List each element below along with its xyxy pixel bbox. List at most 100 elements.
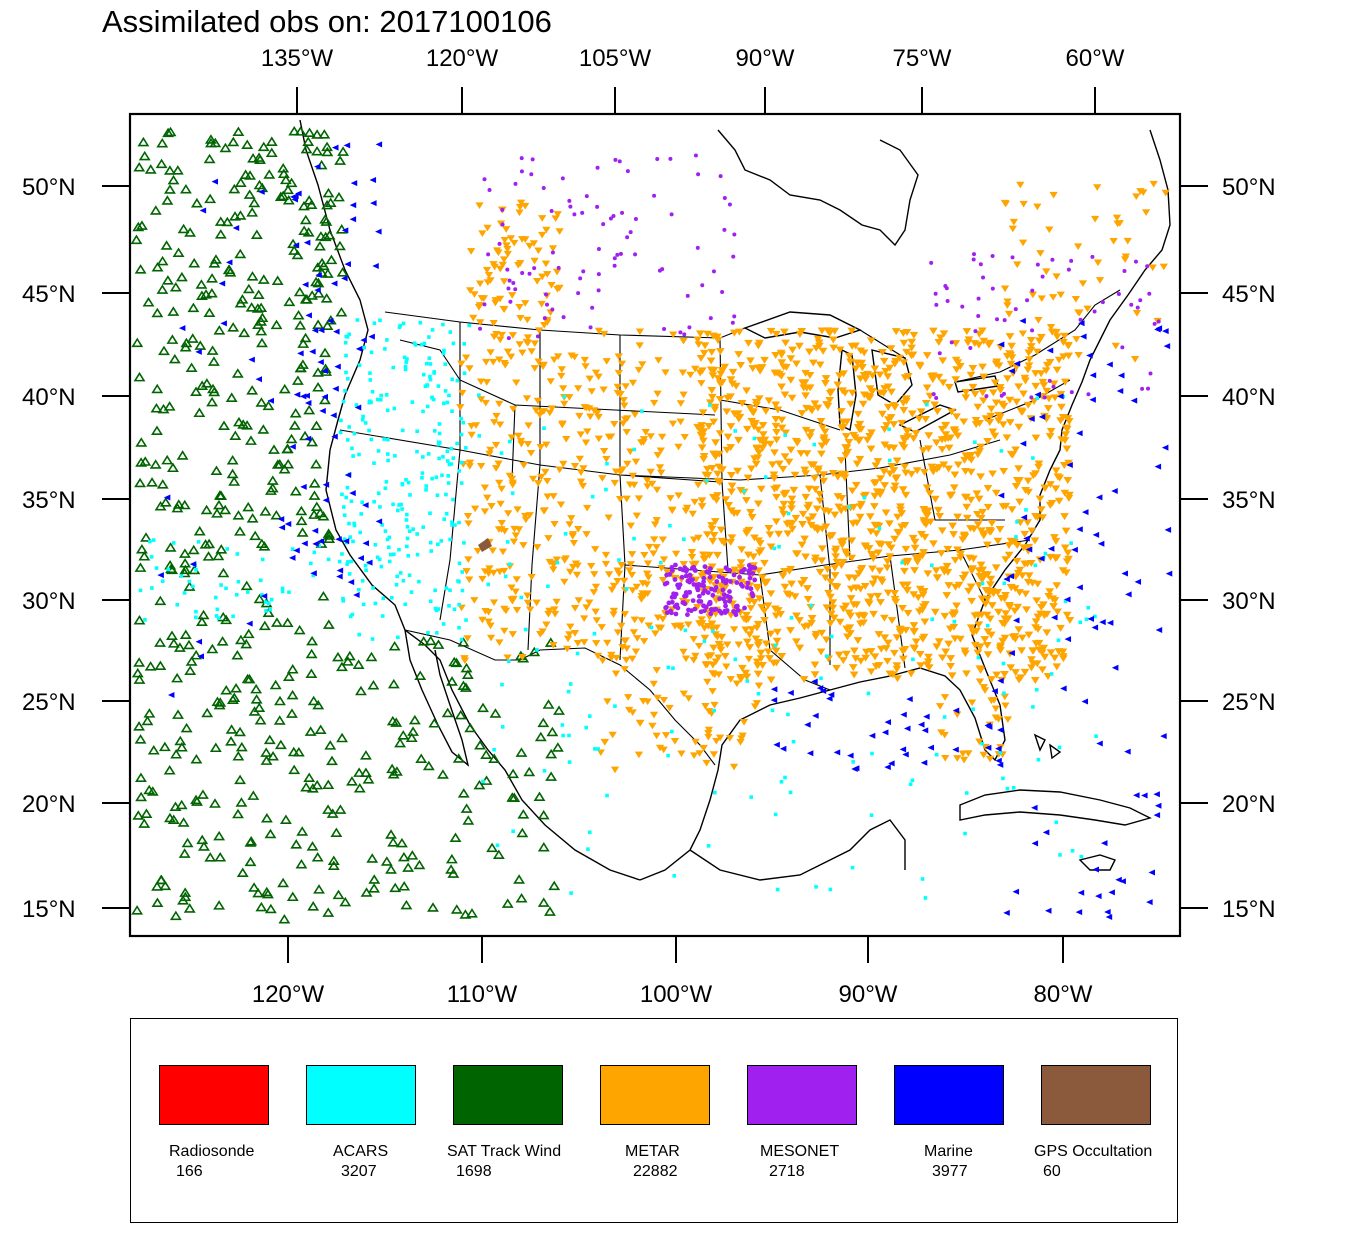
metar-marker: [770, 369, 780, 377]
acars-marker: [385, 338, 389, 342]
acars-marker: [742, 489, 746, 493]
mesonet-marker: [748, 586, 754, 592]
metar-marker: [910, 544, 920, 552]
metar-marker: [937, 425, 947, 433]
metar-marker: [786, 355, 796, 363]
metar-marker: [1059, 655, 1068, 663]
mesonet-marker: [532, 266, 537, 271]
sat-track-wind-marker: [415, 753, 428, 763]
acars-marker: [428, 377, 433, 382]
sat-track-wind-marker: [362, 774, 375, 784]
metar-marker: [639, 638, 649, 645]
metar-marker: [724, 501, 734, 509]
metar-marker: [858, 400, 868, 408]
metar-marker: [903, 581, 912, 589]
metar-marker: [500, 605, 509, 613]
metar-marker: [909, 331, 919, 339]
metar-marker: [764, 524, 774, 532]
metar-marker: [805, 348, 814, 356]
mesonet-marker: [701, 603, 706, 609]
legend-swatch: [159, 1065, 269, 1125]
metar-marker: [931, 567, 941, 575]
legend-label: Marine: [924, 1143, 973, 1160]
metar-marker: [972, 490, 982, 498]
acars-marker: [511, 829, 515, 834]
metar-marker: [483, 224, 492, 232]
left-axis-tick-label: 30°N: [22, 588, 76, 615]
metar-marker: [1111, 342, 1120, 350]
metar-marker: [612, 654, 621, 662]
metar-marker: [746, 357, 755, 365]
marine-marker: [353, 591, 360, 598]
acars-marker: [575, 651, 580, 656]
acars-marker: [567, 760, 572, 764]
metar-marker: [634, 495, 644, 503]
marine-marker: [884, 764, 891, 771]
sat-track-wind-marker: [231, 650, 244, 660]
sat-track-wind-marker: [172, 247, 185, 257]
sat-track-wind-marker: [303, 404, 316, 415]
acars-marker: [976, 655, 981, 660]
metar-marker: [899, 359, 909, 367]
metar-marker: [471, 422, 481, 429]
metar-marker: [592, 617, 601, 624]
metar-marker: [756, 547, 766, 555]
mesonet-marker: [590, 305, 595, 310]
sat-track-wind-marker: [266, 475, 279, 485]
metar-marker: [821, 523, 831, 531]
metar-marker: [944, 444, 954, 452]
acars-marker: [404, 360, 408, 364]
marine-marker: [225, 259, 233, 266]
acars-marker: [425, 404, 430, 409]
acars-marker: [191, 584, 195, 589]
acars-marker: [430, 328, 435, 332]
metar-marker: [1061, 527, 1071, 535]
metar-marker: [713, 551, 722, 559]
legend-swatch: [747, 1065, 857, 1125]
acars-marker: [216, 616, 221, 621]
metar-marker: [764, 397, 774, 405]
mesonet-marker: [707, 566, 713, 572]
metar-marker: [509, 538, 519, 546]
metar-marker: [621, 383, 630, 390]
metar-marker: [960, 571, 970, 579]
acars-marker: [450, 520, 454, 525]
sat-track-wind-marker: [270, 509, 283, 520]
metar-marker: [483, 279, 492, 286]
metar-marker: [1014, 626, 1024, 634]
metar-marker: [800, 535, 809, 543]
metar-marker: [734, 641, 743, 649]
metar-marker: [875, 491, 885, 499]
sat-track-wind-marker: [247, 153, 260, 163]
acars-marker: [427, 356, 432, 360]
sat-track-wind-marker: [135, 772, 147, 782]
acars-marker: [375, 397, 380, 402]
metar-marker: [811, 630, 821, 638]
acars-marker: [869, 813, 874, 817]
metar-marker: [691, 738, 700, 746]
metar-marker: [1115, 220, 1124, 227]
metar-marker: [643, 477, 652, 484]
sat-track-wind-marker: [179, 564, 192, 575]
metar-marker: [834, 651, 844, 659]
metar-marker: [721, 496, 731, 504]
sat-track-wind-marker: [291, 375, 304, 385]
metar-marker: [759, 607, 769, 615]
metar-marker: [1023, 519, 1032, 527]
metar-marker: [1045, 226, 1054, 234]
metar-marker: [599, 330, 609, 338]
acars-marker: [444, 492, 448, 497]
sat-track-wind-marker: [207, 356, 220, 366]
metar-marker: [883, 558, 892, 566]
metar-marker: [712, 497, 721, 504]
acars-marker: [930, 563, 934, 568]
metar-marker: [816, 648, 826, 656]
metar-marker: [807, 615, 817, 622]
metar-marker: [754, 537, 763, 545]
metar-marker: [859, 349, 869, 357]
acars-marker: [363, 421, 368, 425]
metar-marker: [1028, 647, 1038, 655]
sat-track-wind-marker: [250, 683, 263, 694]
metar-marker: [756, 649, 766, 657]
metar-marker: [952, 413, 961, 421]
